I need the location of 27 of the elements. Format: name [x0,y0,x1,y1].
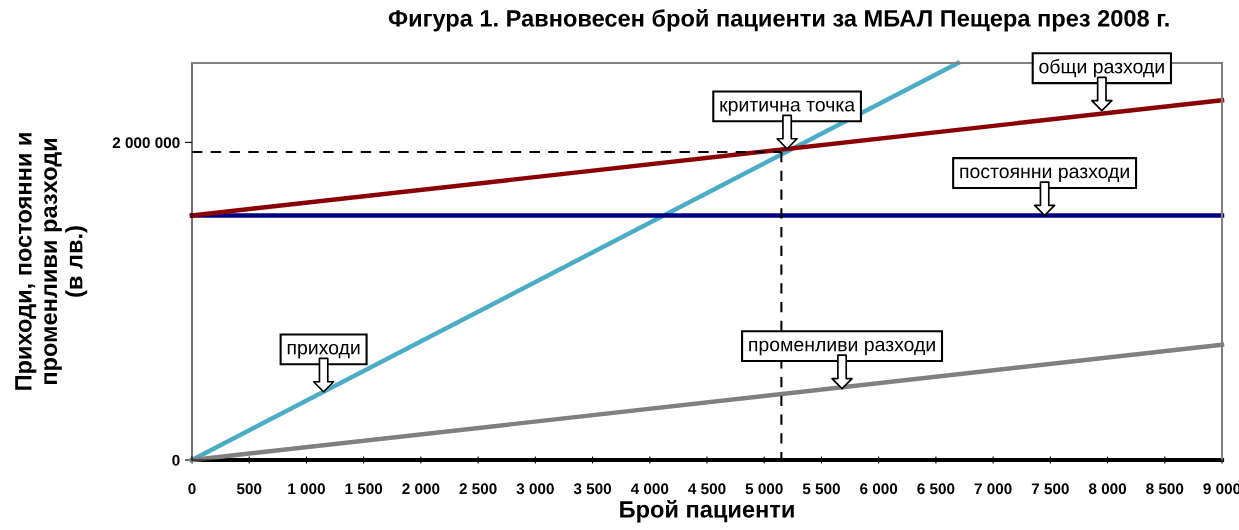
x-tick-label: 5 500 [802,483,840,495]
x-tick-label: 500 [236,483,262,495]
x-tick-label: 5 000 [745,483,783,495]
x-tick-label: 1 500 [345,483,383,495]
annotation: критична точка [720,100,856,116]
x-tick-label: 4 000 [630,483,669,495]
x-tick-label: 0 [188,483,196,495]
y-tick-label: 2 000 000 [112,137,180,149]
x-tick-label: 7 000 [974,483,1012,495]
x-tick-label: 1 000 [288,483,325,495]
x-tick-label: 3 500 [573,483,612,495]
x-tick-label: 2 000 [402,483,440,495]
x-axis-title: Брой пациенти [620,499,794,523]
x-tick-label: 3 000 [516,483,554,495]
x-tick-label: 8 500 [1146,483,1184,495]
x-tick-label: 6 500 [917,483,955,495]
annotation: общи разходи [1039,59,1164,78]
x-tick-label: 6 000 [860,483,898,495]
x-tick-label: 7 500 [1031,483,1069,495]
y-axis-title: Приходи, постоянни и променливи разходи (в лв.) [15,133,88,390]
annotation: постоянни разходи [960,167,1129,183]
x-tick-label: 2 500 [459,483,497,495]
x-tick-label: 4 500 [688,483,726,495]
annotation: променливи разходи [749,340,935,356]
x-tick-label: 8 000 [1088,483,1127,495]
annotation: приходи [287,343,360,359]
chart-title: Фигура 1. Равновесен брой пациенти за МБАЛ Пещера през 2008 г. [388,8,1169,32]
